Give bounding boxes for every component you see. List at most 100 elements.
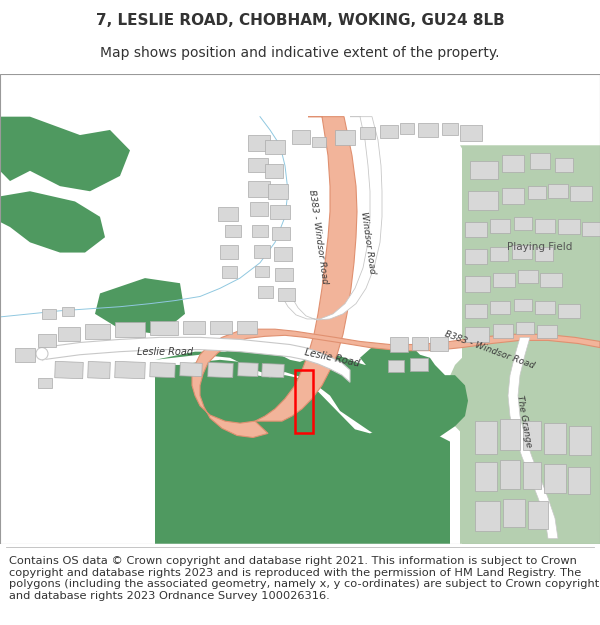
Polygon shape: [516, 322, 534, 334]
Text: Leslie Road: Leslie Road: [137, 347, 193, 357]
Polygon shape: [558, 219, 580, 234]
Polygon shape: [237, 321, 257, 334]
Polygon shape: [155, 348, 468, 447]
Polygon shape: [0, 117, 130, 191]
Polygon shape: [540, 273, 562, 288]
Polygon shape: [208, 362, 233, 378]
Polygon shape: [248, 158, 268, 172]
Polygon shape: [238, 362, 258, 376]
Polygon shape: [62, 307, 74, 316]
Polygon shape: [537, 325, 557, 338]
Polygon shape: [412, 338, 428, 349]
Polygon shape: [282, 117, 382, 320]
Polygon shape: [150, 321, 178, 336]
Polygon shape: [500, 419, 520, 450]
Polygon shape: [38, 334, 56, 346]
Polygon shape: [528, 186, 546, 199]
Polygon shape: [155, 360, 450, 544]
Polygon shape: [418, 122, 438, 137]
Polygon shape: [150, 362, 175, 378]
Polygon shape: [475, 421, 497, 454]
Polygon shape: [568, 467, 590, 494]
Polygon shape: [500, 460, 520, 489]
Polygon shape: [493, 273, 515, 288]
Text: B383 - Windsor Road: B383 - Windsor Road: [444, 329, 536, 370]
Polygon shape: [523, 421, 541, 450]
Polygon shape: [265, 140, 285, 154]
Text: 7, LESLIE ROAD, CHOBHAM, WOKING, GU24 8LB: 7, LESLIE ROAD, CHOBHAM, WOKING, GU24 8L…: [95, 13, 505, 28]
Polygon shape: [558, 304, 580, 318]
Polygon shape: [255, 266, 269, 277]
Polygon shape: [490, 301, 510, 314]
Polygon shape: [390, 338, 408, 352]
Polygon shape: [180, 362, 202, 377]
Polygon shape: [503, 499, 525, 528]
Polygon shape: [292, 130, 310, 144]
Polygon shape: [490, 248, 508, 261]
Polygon shape: [15, 348, 35, 362]
Polygon shape: [278, 288, 295, 301]
Polygon shape: [400, 122, 414, 134]
Polygon shape: [535, 219, 555, 233]
Polygon shape: [360, 344, 400, 375]
Polygon shape: [220, 246, 238, 259]
Polygon shape: [183, 321, 205, 334]
Polygon shape: [475, 462, 497, 491]
Polygon shape: [312, 137, 326, 148]
Polygon shape: [535, 248, 553, 261]
Polygon shape: [250, 202, 268, 216]
Polygon shape: [275, 268, 293, 281]
Polygon shape: [380, 125, 398, 138]
Text: Map shows position and indicative extent of the property.: Map shows position and indicative extent…: [100, 46, 500, 60]
Polygon shape: [528, 501, 548, 529]
Polygon shape: [42, 309, 56, 319]
Text: Leslie Road: Leslie Road: [304, 347, 361, 369]
Polygon shape: [255, 117, 357, 421]
Text: The Grange: The Grange: [515, 394, 533, 448]
Polygon shape: [252, 225, 268, 238]
Polygon shape: [490, 219, 510, 233]
Polygon shape: [514, 299, 532, 311]
Polygon shape: [445, 145, 600, 544]
Polygon shape: [360, 127, 375, 139]
Polygon shape: [462, 148, 600, 544]
Polygon shape: [493, 324, 513, 338]
Polygon shape: [38, 378, 52, 389]
Polygon shape: [0, 191, 105, 253]
Polygon shape: [535, 301, 555, 314]
Polygon shape: [258, 286, 273, 298]
Polygon shape: [430, 338, 448, 351]
Text: Playing Field: Playing Field: [508, 242, 572, 252]
Bar: [295, 370, 313, 433]
Polygon shape: [225, 225, 241, 238]
Polygon shape: [55, 361, 83, 379]
Polygon shape: [95, 278, 185, 334]
Polygon shape: [465, 249, 487, 264]
Polygon shape: [555, 158, 573, 172]
Polygon shape: [115, 361, 145, 379]
Polygon shape: [442, 122, 458, 135]
Polygon shape: [460, 125, 482, 141]
Polygon shape: [470, 161, 498, 179]
Polygon shape: [465, 304, 487, 318]
Text: B383 - Windsor Road: B383 - Windsor Road: [307, 189, 329, 285]
Polygon shape: [254, 246, 270, 258]
Polygon shape: [582, 222, 600, 236]
Polygon shape: [544, 423, 566, 454]
Polygon shape: [410, 357, 428, 371]
Polygon shape: [514, 217, 532, 230]
Polygon shape: [569, 426, 591, 455]
Polygon shape: [523, 462, 541, 489]
Polygon shape: [218, 207, 238, 221]
Polygon shape: [42, 338, 350, 382]
Polygon shape: [115, 322, 145, 338]
Polygon shape: [465, 222, 487, 238]
Polygon shape: [265, 164, 283, 178]
Polygon shape: [248, 135, 270, 151]
Polygon shape: [192, 329, 600, 437]
Polygon shape: [272, 227, 290, 240]
Polygon shape: [518, 270, 538, 283]
Polygon shape: [335, 130, 355, 145]
Polygon shape: [465, 327, 489, 342]
Polygon shape: [274, 248, 292, 261]
